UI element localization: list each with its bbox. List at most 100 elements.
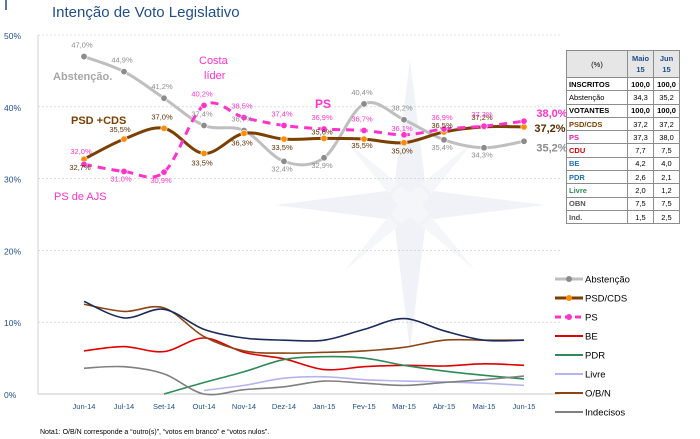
series-line-absteno [83,55,525,167]
table-row: PDR 2,6 2,1 [566,170,680,185]
point-ps [440,125,448,133]
data-label-absteno: 37,4% [191,109,213,118]
data-label-absteno: 35,2% [536,142,567,154]
x-tick-label: Mar-15 [392,402,416,411]
x-tick-label: Abr-15 [433,402,456,411]
x-tick-label: Set-14 [153,402,175,411]
table-cell: 2,0 [627,183,654,198]
table-cell: 1,5 [627,209,654,225]
point-ps [360,126,368,134]
point-ps [400,131,408,139]
data-label-psdcds: 37,0% [151,112,173,121]
annotation-abstencao: Abstenção. [53,71,112,83]
x-tick-label: Jun-15 [513,402,536,411]
legend-label: PDR [585,351,605,362]
point-ps [320,125,328,133]
point-absteno [80,53,88,61]
table-cell: 34,3 [627,90,654,105]
data-label-absteno: 34,3% [471,151,493,160]
x-tick-label: Mai-15 [473,402,496,411]
data-label-ps: 36,7% [351,114,373,123]
table-row: Livre 2,0 1,2 [566,183,680,198]
legend-marker [566,314,572,320]
chart-title: Intenção de Voto Legislativo [52,4,240,21]
table-row-label: INSCRITOS [566,76,628,92]
data-label-absteno: 41,2% [151,82,173,91]
table-cell: 7,7 [627,143,654,158]
data-label-ps: 37,4% [271,109,293,118]
data-label-absteno: 32,9% [311,161,333,170]
table-row: Abstenção 34,3 35,2 [566,90,680,105]
data-label-psdcds: 32,7% [69,163,91,172]
series-line-livre [203,375,525,392]
legend-label: BE [585,332,598,343]
table-cell: 7,5 [653,196,680,211]
point-psdcds [360,135,368,143]
table-row: Ind. 1,5 2,5 [566,209,680,225]
data-label-psdcds: 33,5% [271,143,293,152]
table-cell: 2,6 [627,170,654,185]
table-row-label: PS [566,130,628,145]
y-tick-label: 50% [4,31,21,41]
point-absteno [280,157,288,165]
x-tick-label: Jul-14 [114,402,134,411]
x-tick-label: Jan-15 [313,402,336,411]
point-psdcds [160,124,168,132]
data-label-absteno: 35,4% [431,143,453,152]
table-row: OBN 7,5 7,5 [566,196,680,211]
point-psdcds [240,129,248,137]
table-cell: 1,2 [653,183,680,198]
data-label-psdcds: 35,6% [311,127,333,136]
table-cell: 100,0 [653,103,680,118]
y-tick-label: 0% [4,390,17,400]
table-row: CDU 7,7 7,5 [566,143,680,158]
table-row: PSD/CDS 37,2 37,2 [566,116,680,132]
table-row-label: Livre [566,183,628,198]
data-label-ps: 36,1% [391,124,413,133]
x-tick-label: Fev-15 [352,402,375,411]
legend-label: PSD/CDS [585,294,627,305]
table-row-label: BE [566,156,628,172]
footnote: Nota1: O/B/N corresponde a “outro(s)”, “… [40,429,269,436]
point-ps [240,114,248,122]
table-row-label: PSD/CDS [566,116,628,132]
annotation-psd-cds: PSD +CDS [71,115,126,127]
data-label-ps: 40,2% [191,89,213,98]
legend-marker [566,295,572,301]
legend-label: PS [585,313,598,324]
data-label-ps: 38,0% [536,108,567,120]
table-col-jun: Jun 15 [653,50,680,78]
series-line-indecisos [83,365,525,396]
annotation-costa: Costa [199,55,229,67]
table-cell: 37,3 [627,130,654,145]
point-psdcds [120,135,128,143]
table-row: VOTANTES 100,0 100,0 [566,103,680,118]
legend-marker [566,276,572,282]
table-cell: 4,2 [627,156,654,172]
x-tick-label: Nov-14 [232,402,256,411]
table-cell: 7,5 [653,143,680,158]
y-tick-label: 10% [4,318,21,328]
series-line-be [83,337,525,371]
point-psdcds [280,135,288,143]
data-label-psdcds: 35,5% [109,125,131,134]
data-label-absteno: 40,4% [351,88,373,97]
table-header-row: (%) Maio 15 Jun 15 [566,50,680,78]
table-cell: 2,1 [653,170,680,185]
table-row: BE 4,2 4,0 [566,156,680,172]
point-absteno [120,68,128,76]
table-cell: 2,5 [653,209,680,225]
legend-label: O/B/N [585,389,611,400]
point-ps [520,117,528,125]
annotation-ps: PS [315,97,331,111]
x-tick-label: Out-14 [193,402,216,411]
table-cell: 37,2 [653,116,680,132]
point-absteno [200,121,208,129]
data-label-psdcds: 37,2% [534,123,565,135]
x-tick-label: Jun-14 [73,402,96,411]
point-ps [200,101,208,109]
annotation-ps-ajs: PS de AJS [54,191,107,203]
y-tick-label: 30% [4,175,21,185]
data-label-ps: 30,9% [150,176,172,185]
